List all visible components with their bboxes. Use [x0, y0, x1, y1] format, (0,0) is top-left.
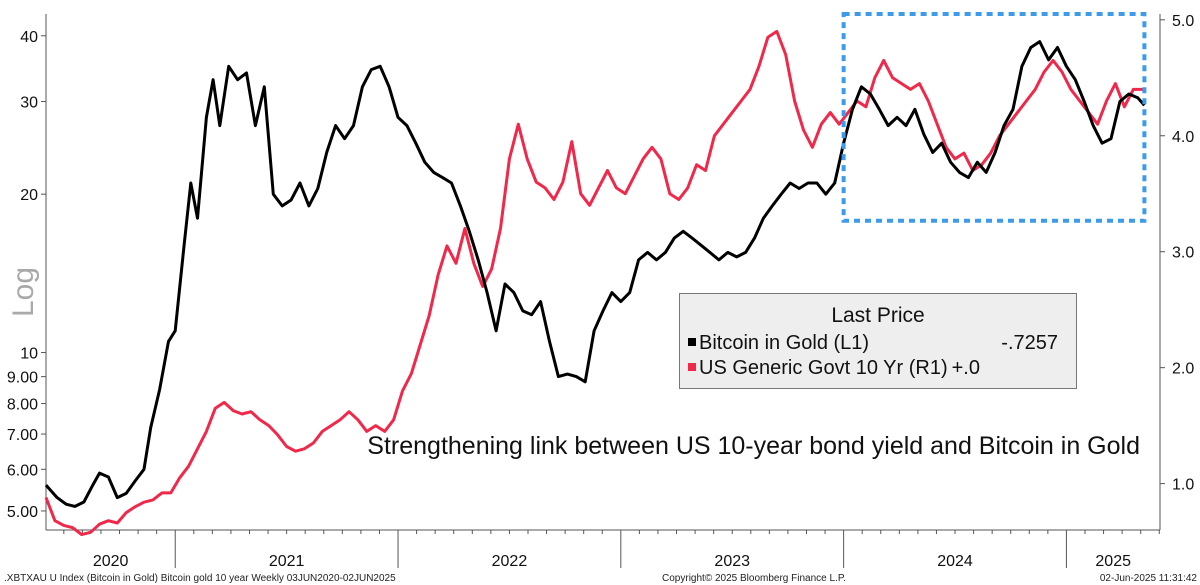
left-tick-label: 20: [20, 187, 38, 204]
left-tick-label: 6.00: [7, 462, 38, 479]
legend-title: Last Price: [831, 304, 925, 327]
legend-value-us10y: +.0: [951, 357, 980, 379]
left-tick-label: 30: [20, 95, 38, 112]
legend-swatch-bitcoin: [688, 337, 696, 346]
left-tick-label: 8.00: [7, 397, 38, 414]
left-tick-label: 9.00: [7, 370, 38, 387]
legend-value-bitcoin: -.7257: [1001, 332, 1058, 354]
right-tick-label: 3.0: [1172, 245, 1194, 262]
left-axis-label: Log: [7, 267, 40, 317]
legend-label-us10y: US Generic Govt 10 Yr (R1): [699, 357, 948, 379]
legend-entry-us10y: US Generic Govt 10 Yr (R1) +.0: [688, 357, 1058, 383]
x-year-label: 2023: [714, 553, 750, 570]
legend-label-bitcoin: Bitcoin in Gold (L1): [699, 332, 870, 354]
x-year-label: 2020: [93, 553, 129, 570]
left-tick-label: 10: [20, 346, 38, 363]
x-year-label: 2025: [1095, 553, 1131, 570]
right-tick-label: 4.0: [1172, 129, 1194, 146]
x-axis-year-labels: 2020 2021 2022 2023 2024 2025: [93, 553, 1131, 570]
legend-swatch-us10y: [688, 362, 696, 371]
chart-annotation: Strengthening link between US 10-year bo…: [367, 432, 1140, 460]
right-tick-label: 2.0: [1172, 361, 1194, 378]
legend-entry-bitcoin: Bitcoin in Gold (L1) -.7257: [688, 332, 1058, 358]
legend: Last Price Bitcoin in Gold (L1) -.7257 U…: [679, 293, 1077, 389]
x-year-label: 2024: [937, 553, 973, 570]
left-tick-label: 40: [20, 29, 38, 46]
footer-left: .XBTXAU U Index (Bitcoin in Gold) Bitcoi…: [4, 573, 396, 584]
x-axis-ticks: [63, 530, 1160, 568]
series-line-bitcoin-in-gold: [44, 40, 1146, 508]
x-year-label: 2021: [269, 553, 305, 570]
series-line-us-10y-yield: [44, 29, 1145, 537]
right-tick-label: 1.0: [1172, 477, 1194, 494]
footer-center: Copyright© 2025 Bloomberg Finance L.P.: [662, 573, 846, 584]
x-year-label: 2022: [492, 553, 528, 570]
right-tick-label: 5.0: [1172, 13, 1194, 30]
series-layer: [44, 29, 1146, 537]
left-tick-label: 5.00: [7, 504, 38, 521]
left-axis-ticks: 40 30 20 10 9.00 8.00 7.00 6.00 5.00: [7, 29, 46, 521]
footer-right: 02-Jun-2025 11:31:42: [1100, 573, 1198, 584]
left-tick-label: 7.00: [7, 427, 38, 444]
right-axis-ticks: 5.0 4.0 3.0 2.0 1.0: [1160, 13, 1194, 494]
